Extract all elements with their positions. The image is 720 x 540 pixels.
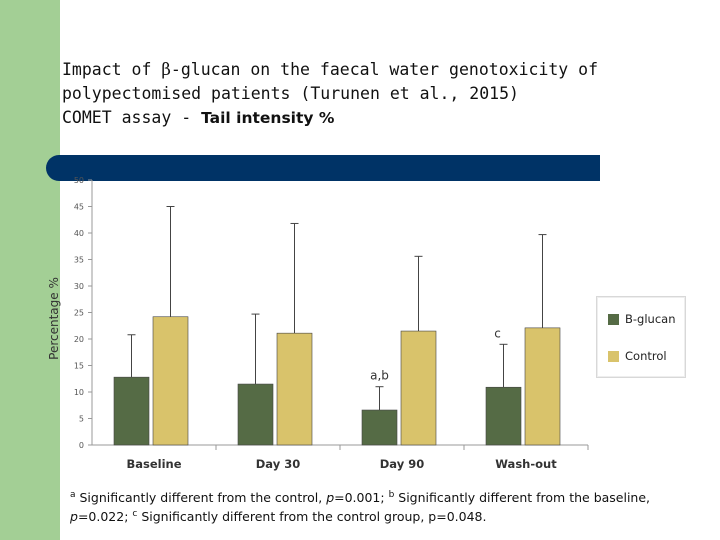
footnote-value-b: =0.022;: [77, 509, 133, 524]
y-tick-label: 40: [74, 229, 84, 238]
slide-title: Impact of β-glucan on the faecal water g…: [62, 58, 682, 130]
y-tick-label: 15: [74, 362, 84, 371]
y-tick-label: 25: [74, 309, 84, 318]
footnote-sup-a: a: [70, 489, 76, 500]
title-beta-symbol: β: [161, 60, 171, 79]
title-line-1-start: Impact of: [62, 60, 162, 79]
bar-b-glucan-wash-out: [485, 386, 522, 446]
y-tick-label: 50: [74, 176, 84, 185]
footnote-text-a: Significantly different from the control…: [75, 490, 327, 505]
footnote-sup-c: c: [132, 508, 138, 519]
title-line-3-start: COMET assay -: [62, 108, 202, 127]
annotation-label: c: [494, 326, 501, 340]
bar-b-glucan-baseline: [113, 376, 150, 446]
y-tick-label: 45: [74, 203, 84, 212]
legend-swatch-control: [608, 350, 619, 362]
bar-b-glucan-day-30: [237, 383, 274, 446]
title-line-2: polypectomised patients (Turunen et al.,…: [62, 84, 519, 103]
y-tick-label: 5: [79, 415, 84, 424]
y-tick-label: 30: [74, 282, 84, 291]
y-tick-label: 0: [79, 441, 84, 450]
footnote-value-a: =0.001;: [334, 490, 389, 505]
title-line-3-bold: Tail intensity %: [201, 109, 335, 127]
legend-item-bglucan: B-glucan: [608, 312, 675, 326]
decor-green-strip: [0, 155, 60, 540]
bar-control-wash-out: [524, 327, 561, 446]
footnote: a Significantly different from the contr…: [70, 488, 700, 526]
x-tick-label: Baseline: [126, 457, 181, 471]
bar-b-glucan-day-90: [361, 409, 398, 446]
x-tick-label: Wash-out: [495, 457, 557, 471]
footnote-text-b: Significantly different from the baselin…: [394, 490, 651, 505]
chart-legend: B-glucan Control: [596, 296, 686, 378]
legend-swatch-bglucan: [608, 313, 619, 325]
y-tick-label: 20: [74, 335, 84, 344]
title-line-1-end: -glucan on the faecal water genotoxicity…: [170, 60, 599, 79]
y-tick-label: 35: [74, 256, 84, 265]
x-tick-label: Day 30: [256, 457, 300, 471]
footnote-sup-b: b: [388, 489, 395, 500]
legend-label-control: Control: [625, 349, 667, 363]
y-tick-label: 10: [74, 388, 84, 397]
bar-control-day-90: [400, 330, 437, 446]
legend-item-control: Control: [608, 349, 667, 363]
title-line-1: Impact of β-glucan on the faecal water g…: [62, 58, 682, 82]
legend-label-bglucan: B-glucan: [625, 312, 676, 326]
footnote-p-a: p: [326, 490, 335, 505]
bar-control-baseline: [152, 316, 189, 446]
title-line-3: COMET assay - Tail intensity %: [62, 106, 682, 130]
decor-blue-bar: [46, 155, 600, 181]
y-axis-label: Percentage %: [47, 277, 61, 360]
footnote-p-b: p: [70, 509, 78, 524]
title-card: [60, 0, 720, 155]
annotation-label: a,b: [370, 369, 389, 383]
x-tick-label: Day 90: [380, 457, 424, 471]
footnote-text-c: Significantly different from the control…: [137, 509, 487, 524]
bar-control-day-30: [276, 332, 313, 446]
